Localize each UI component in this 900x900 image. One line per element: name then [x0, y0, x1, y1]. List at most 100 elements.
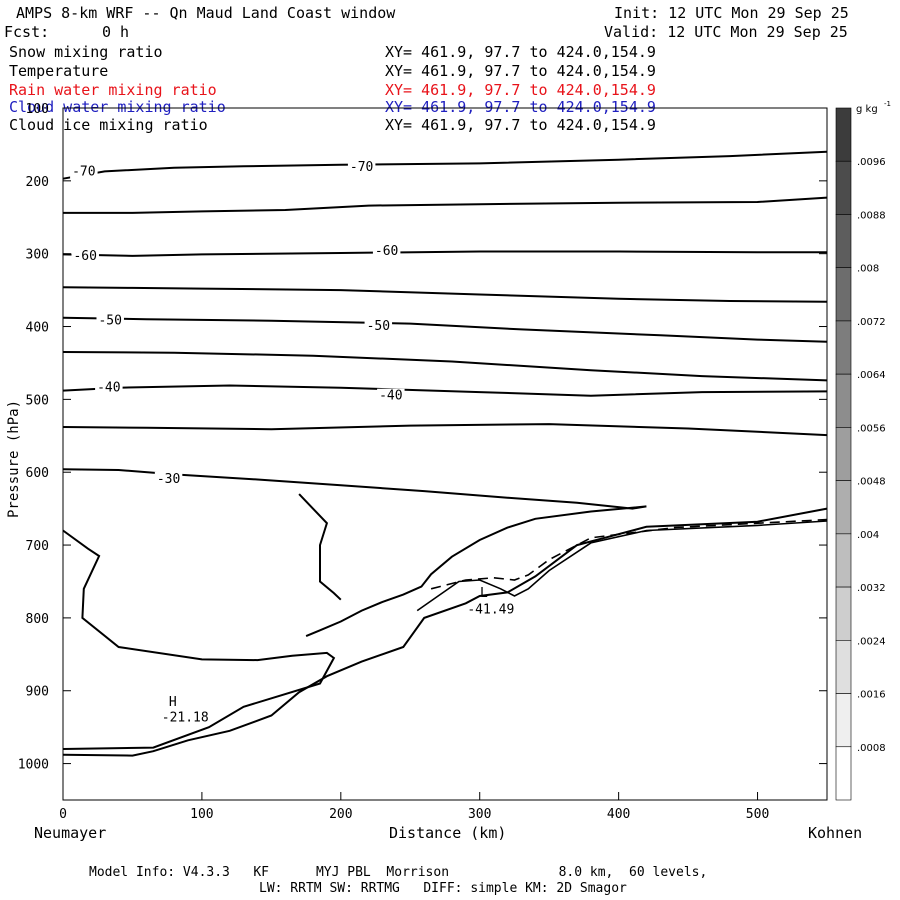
- colorbar-unit: g kg: [856, 104, 878, 115]
- field-xy-rain: XY= 461.9, 97.7 to 424.0,154.9: [385, 81, 656, 99]
- colorbar-segment-4: [835, 320, 852, 375]
- colorbar-segment-3: [835, 267, 852, 322]
- colorbar-label-9: .0024: [857, 636, 886, 647]
- contour-label-bg-0: [70, 164, 98, 180]
- temperature-contour-0: [62, 150, 828, 180]
- field-name-rain: Rain water mixing ratio: [9, 81, 217, 99]
- temperature-contour-1: [63, 196, 828, 214]
- snow-mixing-contour: [430, 518, 828, 590]
- colorbar-label-8: .0032: [857, 583, 886, 594]
- colorbar-segment-0: [835, 107, 852, 162]
- extremum-label-3: -41.49: [467, 603, 514, 618]
- temperature-contour-2: [62, 250, 827, 257]
- y-tick-label-700: 700: [26, 539, 49, 554]
- field-name-snow: Snow mixing ratio: [9, 43, 163, 61]
- colorbar-segment-2: [835, 214, 852, 268]
- y-tick-label-500: 500: [26, 393, 49, 408]
- valid-time: Valid: 12 UTC Mon 29 Sep 25: [604, 23, 848, 41]
- colorbar-segment-8: [835, 533, 852, 588]
- y-tick-label-800: 800: [26, 612, 49, 627]
- contour-label-7: -40: [379, 389, 402, 404]
- temperature-contour-6: [62, 384, 828, 397]
- x-tick-label-300: 300: [468, 807, 491, 822]
- field-xy-snow: XY= 461.9, 97.7 to 424.0,154.9: [385, 43, 656, 61]
- contour-label-3: -60: [375, 244, 398, 259]
- y-tick-label-300: 300: [26, 248, 49, 263]
- colorbar-label-11: .0008: [857, 743, 886, 754]
- colorbar-label-0: .0096: [857, 157, 886, 168]
- contour-label-4: -50: [98, 314, 121, 329]
- temperature-contour-7: [62, 423, 828, 437]
- colorbar-label-3: .0072: [857, 317, 886, 328]
- field-xy-temperature: XY= 461.9, 97.7 to 424.0,154.9: [385, 62, 656, 80]
- contour-label-2: -60: [73, 249, 96, 264]
- x-tick-label-200: 200: [329, 807, 352, 822]
- contour-label-8: -30: [157, 472, 180, 487]
- colorbar-unit-exponent: -1: [884, 100, 891, 108]
- contour-label-bg-3: [372, 243, 401, 259]
- temperature-contour-tongue: [298, 493, 342, 601]
- colorbar-segment-12: [835, 746, 852, 801]
- x-axis-label: Distance (km): [389, 824, 507, 842]
- colorbar-label-5: .0056: [857, 423, 886, 434]
- colorbar-segment-5: [835, 373, 852, 428]
- temperature-contour-minus30: [62, 468, 647, 638]
- x-tick-label-500: 500: [746, 807, 769, 822]
- colorbar-segment-6: [835, 427, 852, 481]
- field-xy-cloud-ice: XY= 461.9, 97.7 to 424.0,154.9: [385, 116, 656, 134]
- field-name-cloud-water: Cloud water mixing ratio: [9, 98, 226, 116]
- colorbar-segment-9: [835, 586, 852, 641]
- plot-frame: [62, 107, 828, 801]
- contour-label-0: -70: [72, 164, 95, 179]
- x-end-label-right: Kohnen: [808, 824, 863, 842]
- contour-label-5: -50: [367, 319, 390, 334]
- init-time: Init: 12 UTC Mon 29 Sep 25: [614, 4, 849, 22]
- temperature-contour-4: [62, 316, 828, 343]
- colorbar-segment-1: [835, 160, 852, 215]
- x-tick-label-0: 0: [59, 807, 67, 822]
- contour-label-bg-7: [377, 388, 405, 404]
- cloud-ice-contour: [416, 520, 828, 612]
- colorbar-label-1: .0088: [857, 210, 886, 221]
- y-tick-label-200: 200: [26, 175, 49, 190]
- colorbar-segment-11: [835, 693, 852, 748]
- forecast-label: Fcst:: [4, 23, 50, 41]
- colorbar-label-7: .004: [857, 530, 879, 541]
- x-tick-label-100: 100: [190, 807, 213, 822]
- y-tick-label-900: 900: [26, 685, 49, 700]
- field-name-temperature: Temperature: [9, 62, 109, 80]
- field-name-cloud-ice: Cloud ice mixing ratio: [9, 116, 208, 134]
- extremum-label-2: L: [480, 586, 488, 601]
- terrain-contour: [62, 507, 828, 757]
- contour-label-bg-8: [154, 471, 183, 487]
- y-tick-label-600: 600: [26, 466, 49, 481]
- temperature-contour-lower-left: [62, 529, 336, 750]
- model-info-line-1: Model Info: V4.3.3 KF MYJ PBL Morrison 8…: [89, 865, 708, 880]
- contour-label-bg-4: [96, 313, 124, 329]
- x-tick-label-400: 400: [607, 807, 630, 822]
- contour-label-bg-5: [364, 318, 393, 334]
- colorbar-label-2: .008: [857, 264, 879, 275]
- contour-label-bg-1: [347, 160, 376, 176]
- forecast-hour: 0 h: [102, 23, 130, 41]
- temperature-contour-3: [62, 286, 828, 303]
- colorbar-segment-10: [835, 640, 852, 694]
- extremum-label-1: -21.18: [162, 710, 209, 725]
- figure-title: AMPS 8-km WRF -- Qn Maud Land Coast wind…: [16, 4, 396, 22]
- x-end-label-left: Neumayer: [34, 824, 107, 842]
- y-tick-label-1000: 1000: [18, 758, 49, 773]
- temperature-contour-5: [62, 351, 828, 382]
- y-tick-label-400: 400: [26, 321, 49, 336]
- contour-label-1: -70: [350, 160, 373, 175]
- y-axis-label: Pressure (hPa): [6, 399, 22, 518]
- colorbar-segment-7: [835, 480, 852, 535]
- model-info-line-2: LW: RRTM SW: RRTMG DIFF: simple KM: 2D S…: [259, 881, 627, 896]
- colorbar-label-4: .0064: [857, 370, 886, 381]
- contour-label-6: -40: [97, 381, 120, 396]
- contour-label-bg-2: [71, 248, 99, 264]
- field-xy-cloud-water: XY= 461.9, 97.7 to 424.0,154.9: [385, 98, 656, 116]
- colorbar-label-10: .0016: [857, 690, 886, 701]
- y-tick-label-100: 100: [26, 102, 49, 117]
